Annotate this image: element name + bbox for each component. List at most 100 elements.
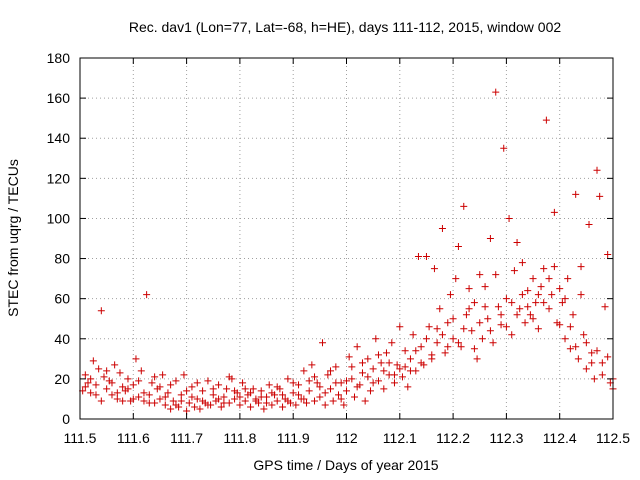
grid [80,58,613,419]
data-point [486,327,494,335]
data-point [604,251,612,259]
data-point [284,375,292,383]
data-point [124,375,132,383]
data-point [329,397,337,405]
data-point [241,385,249,393]
data-point [332,363,340,371]
data-point [119,383,127,391]
data-point [183,387,191,395]
data-point [257,393,265,401]
data-point [540,265,548,273]
data-point [193,395,201,403]
data-point [502,295,510,303]
data-point [231,395,239,403]
data-point [449,315,457,323]
data-point [369,365,377,373]
data-point [111,361,119,369]
x-tick-label: 112.3 [489,430,523,446]
data-point [164,389,172,397]
data-point [374,351,382,359]
data-point [550,208,558,216]
data-point [103,367,111,375]
data-point [249,385,257,393]
data-point [486,235,494,242]
data-point [473,355,481,363]
data-point [548,291,556,299]
data-point [273,397,281,405]
data-point [188,383,196,391]
data-point [167,405,175,413]
data-point [436,305,444,313]
data-point [470,299,478,307]
y-tick-labels: 0 20 40 60 80 100 120 140 160 180 [47,50,71,427]
data-point [252,397,260,405]
data-point [385,359,393,367]
data-point [542,116,550,124]
data-point [401,363,409,371]
data-point [247,389,255,397]
data-point [481,303,489,311]
data-point [505,214,513,222]
data-point [340,401,348,409]
data-point [236,401,244,409]
data-point [84,379,92,387]
data-point [265,381,273,389]
data-point [465,285,473,293]
data-point [452,275,460,283]
data-point [380,367,388,375]
data-point [348,363,356,371]
data-point [337,395,345,403]
data-point [199,397,207,405]
data-point [289,379,297,387]
data-point [529,315,537,323]
x-tick-label: 111.6 [117,430,150,446]
data-point [582,365,590,373]
data-point [481,283,489,291]
data-point [81,371,89,379]
data-point [516,305,524,313]
x-tick-label: 112.5 [596,430,630,446]
data-point [566,345,574,353]
data-point [428,351,436,359]
data-point [372,335,380,343]
data-point [508,331,516,339]
data-point [529,275,537,283]
data-point [569,311,577,319]
data-point [492,271,500,279]
data-point [598,371,606,379]
y-tick-label: 160 [47,90,71,106]
data-point [348,375,356,383]
data-point [172,377,180,385]
data-point [476,271,484,279]
data-point [300,395,308,403]
data-point [438,224,446,232]
data-point [193,379,201,387]
data-point [358,369,366,377]
data-point [327,367,335,375]
data-point [598,359,606,367]
data-point [545,305,553,313]
data-point [460,325,468,333]
data-point [489,339,497,347]
data-point [95,365,103,373]
y-tick-label: 100 [47,210,71,226]
data-point [156,383,164,391]
data-point [508,299,516,307]
data-point [396,323,404,331]
data-point [247,403,255,411]
data-point [585,220,593,228]
data-point [454,339,462,347]
y-tick-label: 140 [47,130,71,146]
data-point [177,391,185,399]
data-point [92,381,100,389]
data-point [366,387,374,395]
data-point [404,383,412,391]
data-point [494,303,502,311]
y-tick-label: 80 [54,251,70,267]
data-point [209,385,217,393]
data-point [241,397,249,405]
data-point [321,389,329,397]
data-point [380,385,388,393]
data-point [177,397,185,405]
data-point [556,321,564,329]
